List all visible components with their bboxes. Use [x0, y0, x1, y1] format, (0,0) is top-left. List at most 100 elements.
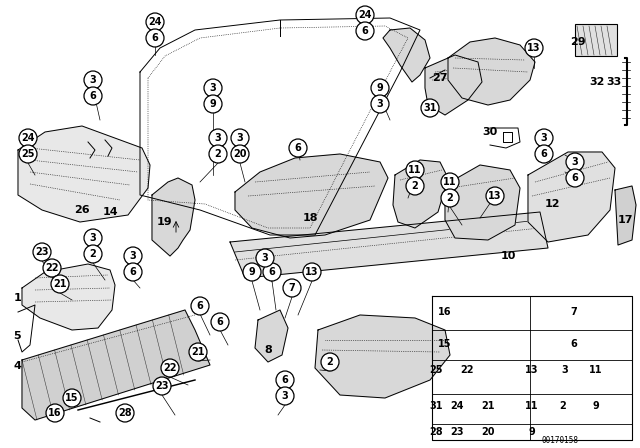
Text: 11: 11: [589, 365, 603, 375]
Circle shape: [209, 129, 227, 147]
Circle shape: [441, 189, 459, 207]
Text: 6: 6: [282, 375, 289, 385]
Polygon shape: [22, 310, 210, 420]
Text: 23: 23: [156, 381, 169, 391]
Circle shape: [209, 145, 227, 163]
Text: 28: 28: [118, 408, 132, 418]
Text: 26: 26: [74, 205, 90, 215]
Text: 20: 20: [233, 149, 247, 159]
Text: 25: 25: [429, 365, 443, 375]
Text: 6: 6: [362, 26, 369, 36]
Circle shape: [191, 297, 209, 315]
Polygon shape: [255, 310, 288, 362]
Polygon shape: [383, 28, 430, 82]
Circle shape: [116, 404, 134, 422]
Text: 6: 6: [216, 317, 223, 327]
Text: 3: 3: [541, 133, 547, 143]
Circle shape: [124, 247, 142, 265]
Circle shape: [371, 79, 389, 97]
Circle shape: [46, 404, 64, 422]
Circle shape: [161, 359, 179, 377]
Circle shape: [356, 22, 374, 40]
Text: 16: 16: [438, 307, 452, 317]
Text: 9: 9: [529, 427, 536, 437]
Circle shape: [566, 153, 584, 171]
Circle shape: [406, 161, 424, 179]
Circle shape: [283, 279, 301, 297]
Text: 3: 3: [282, 391, 289, 401]
Text: 8: 8: [264, 345, 272, 355]
Polygon shape: [235, 154, 388, 238]
Circle shape: [486, 187, 504, 205]
Circle shape: [321, 353, 339, 371]
Circle shape: [84, 87, 102, 105]
Circle shape: [371, 95, 389, 113]
Circle shape: [276, 387, 294, 405]
Text: 3: 3: [90, 233, 97, 243]
Circle shape: [535, 145, 553, 163]
Text: 24: 24: [358, 10, 372, 20]
Text: 24: 24: [451, 401, 464, 411]
Text: 2: 2: [326, 357, 333, 367]
Text: 2: 2: [90, 249, 97, 259]
Text: 9: 9: [210, 99, 216, 109]
Text: 3: 3: [376, 99, 383, 109]
Circle shape: [441, 173, 459, 191]
Circle shape: [211, 313, 229, 331]
Polygon shape: [445, 165, 520, 240]
Text: 5: 5: [13, 331, 21, 341]
Bar: [575, 24, 617, 56]
Text: 2: 2: [559, 401, 566, 411]
Text: 6: 6: [294, 143, 301, 153]
Circle shape: [51, 275, 69, 293]
Text: 16: 16: [48, 408, 61, 418]
Text: 1: 1: [14, 293, 22, 303]
Text: 7: 7: [289, 283, 296, 293]
Text: 13: 13: [525, 365, 539, 375]
Polygon shape: [528, 152, 615, 242]
Circle shape: [566, 169, 584, 187]
Text: 31: 31: [423, 103, 436, 113]
Text: 24: 24: [148, 17, 162, 27]
Text: 27: 27: [432, 73, 448, 83]
Circle shape: [303, 263, 321, 281]
Polygon shape: [615, 186, 636, 245]
Text: 3: 3: [562, 365, 568, 375]
Text: 3: 3: [262, 253, 268, 263]
Polygon shape: [152, 178, 195, 256]
Text: 11: 11: [525, 401, 539, 411]
Circle shape: [43, 259, 61, 277]
Text: 6: 6: [269, 267, 275, 277]
Text: 2: 2: [447, 193, 453, 203]
Text: 23: 23: [451, 427, 464, 437]
Circle shape: [289, 139, 307, 157]
Circle shape: [19, 145, 37, 163]
Circle shape: [33, 243, 51, 261]
Text: 18: 18: [302, 213, 317, 223]
Circle shape: [356, 6, 374, 24]
Text: 33: 33: [606, 77, 621, 87]
Circle shape: [124, 263, 142, 281]
Circle shape: [535, 129, 553, 147]
Text: 4: 4: [13, 361, 21, 371]
Text: 28: 28: [429, 427, 443, 437]
Text: 22: 22: [163, 363, 177, 373]
Polygon shape: [18, 126, 150, 222]
Text: 2: 2: [412, 181, 419, 191]
Text: 13: 13: [305, 267, 319, 277]
Text: 3: 3: [572, 157, 579, 167]
Circle shape: [231, 129, 249, 147]
Circle shape: [63, 389, 81, 407]
Circle shape: [263, 263, 281, 281]
Circle shape: [189, 343, 207, 361]
Polygon shape: [315, 315, 450, 398]
Text: 9: 9: [248, 267, 255, 277]
Circle shape: [421, 99, 439, 117]
Polygon shape: [448, 38, 535, 105]
Text: 11: 11: [408, 165, 422, 175]
Polygon shape: [425, 55, 482, 115]
Text: 10: 10: [500, 251, 516, 261]
Text: 29: 29: [570, 37, 586, 47]
Text: 6: 6: [130, 267, 136, 277]
Text: 3: 3: [130, 251, 136, 261]
